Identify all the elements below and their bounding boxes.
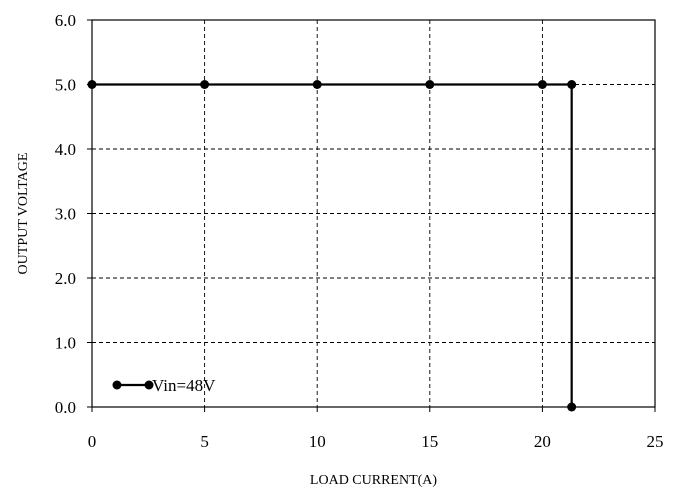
y-tick-label: 1.0 xyxy=(55,334,76,353)
data-point xyxy=(200,80,210,89)
data-point xyxy=(87,80,97,89)
legend-marker xyxy=(144,380,154,390)
y-tick-label: 3.0 xyxy=(55,205,76,224)
series xyxy=(87,80,577,412)
y-axis-title: OUTPUT VOLTAGE xyxy=(16,153,31,275)
tick-labels: 0 5 10 15 20 25 0.0 1.0 2.0 3.0 4.0 5.0 6.0 xyxy=(55,11,664,451)
x-tick-label: 15 xyxy=(421,432,438,451)
y-tick-label: 2.0 xyxy=(55,269,76,288)
axes xyxy=(87,19,656,412)
data-point xyxy=(567,80,577,89)
x-tick-label: 0 xyxy=(88,432,97,451)
data-point xyxy=(312,80,322,89)
x-tick-label: 25 xyxy=(647,432,664,451)
x-axis-title: LOAD CURRENT(A) xyxy=(310,473,437,488)
legend-label: Vin=48V xyxy=(152,376,216,395)
legend: Vin=48V xyxy=(112,376,216,395)
data-point xyxy=(425,80,435,89)
y-tick-label: 0.0 xyxy=(55,398,76,417)
y-tick-label: 4.0 xyxy=(55,140,76,159)
y-tick-label: 5.0 xyxy=(55,76,76,95)
y-tick-label: 6.0 xyxy=(55,11,76,30)
data-point xyxy=(567,402,577,412)
x-tick-label: 10 xyxy=(309,432,326,451)
legend-marker xyxy=(112,380,122,390)
x-tick-label: 20 xyxy=(534,432,551,451)
x-tick-label: 5 xyxy=(200,432,209,451)
data-point xyxy=(537,80,547,89)
